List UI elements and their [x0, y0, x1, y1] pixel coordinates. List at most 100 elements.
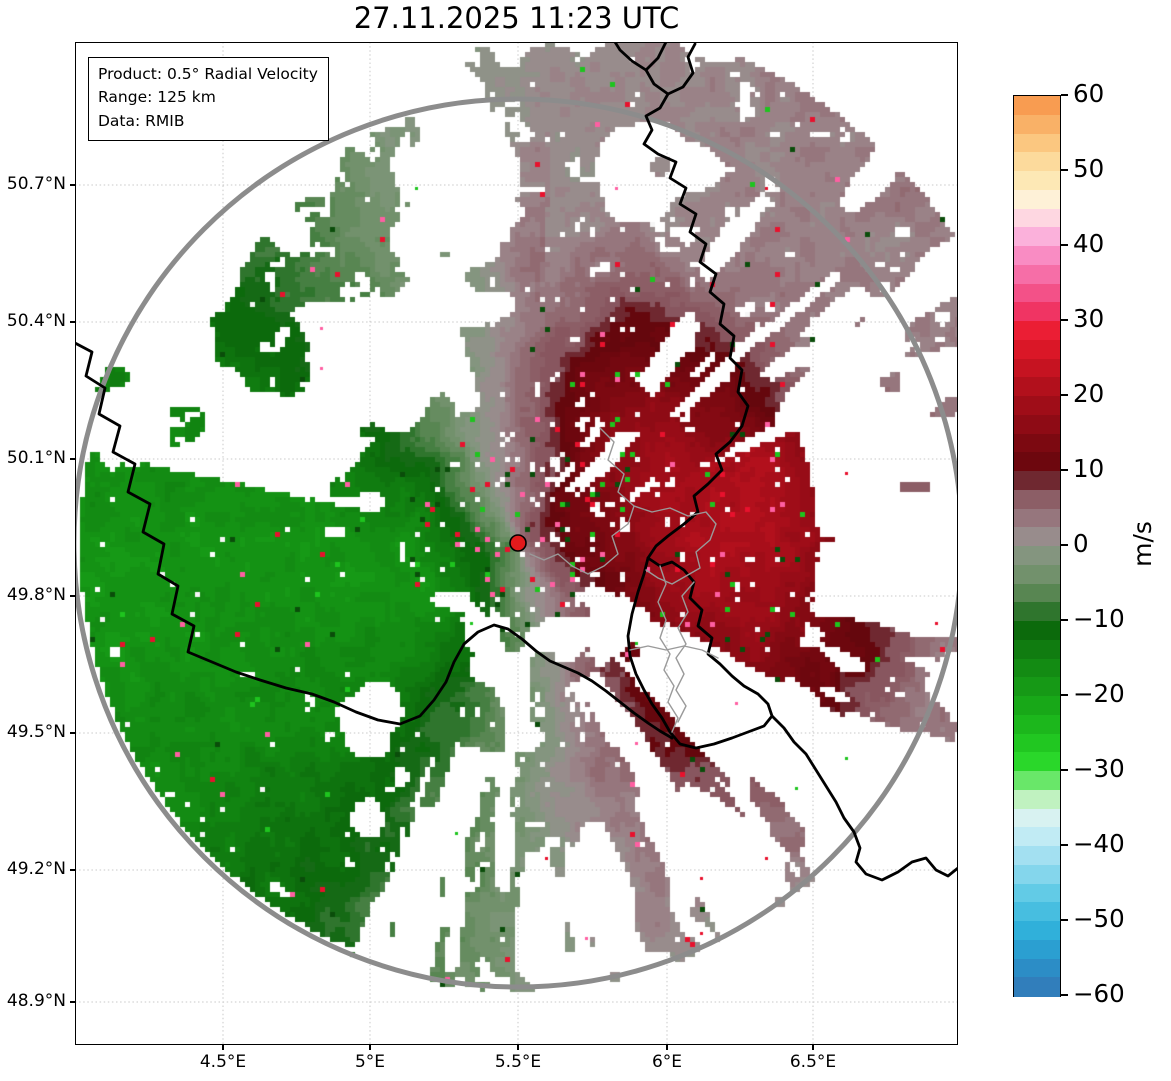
colorbar-band [1014, 227, 1060, 247]
colorbar-tick-mark [1061, 319, 1068, 321]
colorbar-tick-label: 30 [1073, 304, 1105, 333]
colorbar-tick-label: −50 [1073, 904, 1125, 933]
info-range-line: Range: 125 km [98, 88, 216, 107]
colorbar-band [1014, 546, 1060, 566]
colorbar-tick-label: −40 [1073, 829, 1125, 858]
colorbar-band [1014, 827, 1060, 847]
border-province-east [633, 505, 717, 585]
colorbar-tick-mark [1061, 469, 1068, 471]
colorbar-tick-label: 20 [1073, 379, 1105, 408]
border-france-germany [770, 714, 958, 882]
x-tick-mark [369, 1045, 371, 1050]
colorbar-band [1014, 152, 1060, 172]
colorbar-band [1014, 171, 1060, 191]
colorbar-band [1014, 264, 1060, 284]
colorbar-band [1014, 583, 1060, 603]
colorbar-tick-mark [1061, 919, 1068, 921]
x-tick-label: 6.5°E [789, 1052, 837, 1072]
colorbar-band [1014, 189, 1060, 209]
colorbar-tick-mark [1061, 619, 1068, 621]
colorbar-band [1014, 564, 1060, 584]
colorbar-band [1014, 921, 1060, 941]
colorbar-band [1014, 302, 1060, 322]
colorbar-band [1014, 339, 1060, 359]
colorbar-band [1014, 114, 1060, 134]
colorbar-band [1014, 846, 1060, 866]
colorbar-tick-mark [1061, 169, 1068, 171]
colorbar-band [1014, 433, 1060, 453]
colorbar-tick-mark [1061, 769, 1068, 771]
range-ring-125km [75, 96, 958, 990]
y-tick-label: 49.8°N [6, 585, 66, 605]
colorbar-band [1014, 902, 1060, 922]
colorbar-band [1014, 696, 1060, 716]
x-tick-label: 4.5°E [199, 1052, 247, 1072]
colorbar-band [1014, 958, 1060, 978]
colorbar-band [1014, 96, 1060, 116]
plot-area: Product: 0.5° Radial Velocity Range: 125… [75, 42, 958, 1045]
y-tick-mark [70, 732, 75, 734]
info-product-line: Product: 0.5° Radial Velocity [98, 65, 318, 83]
colorbar-tick-label: 40 [1073, 229, 1105, 258]
colorbar-tick-mark [1061, 994, 1068, 996]
border-lux-canton-west [657, 565, 679, 733]
colorbar-band [1014, 489, 1060, 509]
colorbar-tick-label: −30 [1073, 754, 1125, 783]
map-overlay [75, 42, 958, 990]
colorbar-tick-mark [1061, 394, 1068, 396]
border-belgium-france [75, 341, 674, 740]
y-tick-mark [70, 869, 75, 871]
colorbar-band [1014, 602, 1060, 622]
colorbar-band [1014, 977, 1060, 997]
y-tick-mark [70, 321, 75, 323]
colorbar-band [1014, 377, 1060, 397]
y-tick-mark [70, 184, 75, 186]
colorbar-tick-label: 10 [1073, 454, 1105, 483]
colorbar-band [1014, 414, 1060, 434]
colorbar-band [1014, 471, 1060, 491]
colorbar [1013, 95, 1061, 997]
border-belgium-germany [642, 42, 750, 560]
x-tick-mark [222, 1045, 224, 1050]
y-tick-mark [70, 1001, 75, 1003]
info-data-line: Data: RMIB [98, 111, 185, 130]
product-info-box: Product: 0.5° Radial Velocity Range: 125… [88, 57, 329, 141]
colorbar-band [1014, 283, 1060, 303]
colorbar-band [1014, 752, 1060, 772]
border-belgium-netherlands-b [666, 42, 697, 96]
colorbar-tick-label: 50 [1073, 154, 1105, 183]
colorbar-band [1014, 864, 1060, 884]
colorbar-tick-label: 0 [1073, 529, 1089, 558]
y-tick-label: 48.9°N [6, 991, 66, 1011]
colorbar-tick-mark [1061, 544, 1068, 546]
colorbar-band [1014, 321, 1060, 341]
y-tick-label: 49.2°N [6, 859, 66, 879]
colorbar-band [1014, 508, 1060, 528]
colorbar-tick-label: −60 [1073, 979, 1125, 1008]
x-tick-label: 5.5°E [494, 1052, 542, 1072]
page-title: 27.11.2025 11:23 UTC [353, 1, 680, 35]
border-lux-canton-east [675, 581, 695, 723]
colorbar-band [1014, 658, 1060, 678]
x-tick-mark [666, 1045, 668, 1050]
colorbar-tick-label: −10 [1073, 604, 1125, 633]
colorbar-band [1014, 621, 1060, 641]
colorbar-band [1014, 789, 1060, 809]
y-tick-label: 50.4°N [6, 311, 66, 331]
y-tick-label: 50.1°N [6, 448, 66, 468]
x-tick-mark [812, 1045, 814, 1050]
colorbar-band [1014, 677, 1060, 697]
colorbar-tick-mark [1061, 844, 1068, 846]
colorbar-unit-label: m/s [1128, 521, 1157, 567]
colorbar-tick-mark [1061, 94, 1068, 96]
x-tick-mark [517, 1045, 519, 1050]
colorbar-band [1014, 733, 1060, 753]
colorbar-tick-label: 60 [1073, 79, 1105, 108]
y-tick-label: 49.5°N [6, 722, 66, 742]
colorbar-band [1014, 771, 1060, 791]
x-tick-label: 5°E [354, 1052, 386, 1072]
colorbar-band [1014, 639, 1060, 659]
border-luxembourg [626, 556, 774, 750]
colorbar-tick-mark [1061, 694, 1068, 696]
